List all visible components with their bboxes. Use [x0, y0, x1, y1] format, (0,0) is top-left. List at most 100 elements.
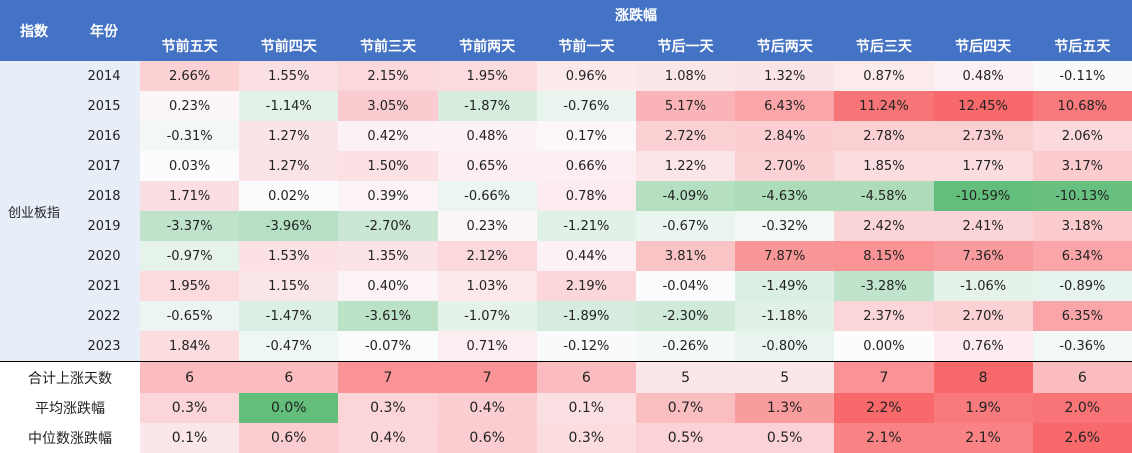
value-cell: 1.27% — [239, 121, 339, 151]
value-cell: 3.18% — [1032, 211, 1132, 241]
value-cell: 7.36% — [933, 241, 1033, 271]
summary-cell: 0.3% — [338, 393, 438, 423]
table-row: 2019 -3.37% -3.96% -2.70% 0.23% -1.21% -0.67% -… — [0, 211, 1132, 241]
period-header: 节前两天 — [437, 30, 537, 61]
value-cell: 1.32% — [735, 61, 835, 91]
value-cell: -0.04% — [635, 271, 736, 301]
value-cell: 0.71% — [437, 331, 537, 362]
summary-label: 平均涨跌幅 — [0, 393, 140, 423]
table-body: 创业板指 2014 2.66% 1.55% 2.15% 1.95% 0.96% 1.08% 1.… — [0, 61, 1132, 453]
period-header: 节前四天 — [239, 30, 339, 61]
value-cell: 0.23% — [140, 91, 240, 121]
value-cell: 0.39% — [338, 181, 438, 211]
value-cell: -0.80% — [735, 331, 835, 362]
year-cell: 2018 — [68, 181, 140, 211]
value-cell: -0.76% — [536, 91, 636, 121]
year-cell: 2021 — [68, 271, 140, 301]
value-cell: -0.31% — [140, 121, 240, 151]
summary-label: 合计上涨天数 — [0, 361, 140, 393]
summary-cell: 0.1% — [140, 423, 240, 453]
value-cell: -0.47% — [239, 331, 339, 362]
summary-cell: 0.3% — [140, 393, 240, 423]
value-cell: 11.24% — [834, 91, 934, 121]
value-cell: 2.84% — [735, 121, 835, 151]
summary-cell: 7 — [437, 361, 537, 393]
value-cell: 1.55% — [239, 61, 339, 91]
value-cell: -1.47% — [239, 301, 339, 331]
table-row: 2015 0.23% -1.14% 3.05% -1.87% -0.76% 5.17% 6.4… — [0, 91, 1132, 121]
period-header: 节后两天 — [735, 30, 835, 61]
value-cell: 0.42% — [338, 121, 438, 151]
summary-cell: 2.1% — [933, 423, 1033, 453]
value-cell: -1.07% — [437, 301, 537, 331]
summary-cell: 7 — [338, 361, 438, 393]
value-cell: -2.30% — [635, 301, 736, 331]
value-cell: 6.35% — [1032, 301, 1132, 331]
summary-cell: 0.6% — [437, 423, 537, 453]
summary-cell: 0.6% — [239, 423, 339, 453]
value-cell: 2.72% — [635, 121, 736, 151]
period-header: 节后五天 — [1032, 30, 1132, 61]
value-cell: -4.09% — [635, 181, 736, 211]
change-group-header: 涨跌幅 — [140, 0, 1132, 30]
summary-cell: 6 — [140, 361, 240, 393]
period-header: 节前一天 — [536, 30, 636, 61]
summary-cell: 8 — [933, 361, 1033, 393]
value-cell: 0.23% — [437, 211, 537, 241]
value-cell: 1.22% — [635, 151, 736, 181]
value-cell: 1.95% — [140, 271, 240, 301]
value-cell: 1.84% — [140, 331, 240, 362]
table-row: 2017 0.03% 1.27% 1.50% 0.65% 0.66% 1.22% 2.70% 1… — [0, 151, 1132, 181]
value-cell: -0.89% — [1032, 271, 1132, 301]
value-cell: 3.05% — [338, 91, 438, 121]
year-cell: 2019 — [68, 211, 140, 241]
value-cell: 0.87% — [834, 61, 934, 91]
value-cell: 6.43% — [735, 91, 835, 121]
summary-cell: 0.7% — [635, 393, 736, 423]
summary-cell: 0.5% — [735, 423, 835, 453]
summary-cell: 2.0% — [1032, 393, 1132, 423]
value-cell: 1.85% — [834, 151, 934, 181]
value-cell: -1.14% — [239, 91, 339, 121]
summary-label: 中位数涨跌幅 — [0, 423, 140, 453]
value-cell: 7.87% — [735, 241, 835, 271]
value-cell: -0.07% — [338, 331, 438, 362]
value-cell: 6.34% — [1032, 241, 1132, 271]
period-header: 节后四天 — [933, 30, 1033, 61]
value-cell: 2.42% — [834, 211, 934, 241]
value-cell: 0.48% — [933, 61, 1033, 91]
value-cell: 0.65% — [437, 151, 537, 181]
value-cell: -10.59% — [933, 181, 1033, 211]
summary-cell: 2.2% — [834, 393, 934, 423]
value-cell: 0.96% — [536, 61, 636, 91]
year-cell: 2017 — [68, 151, 140, 181]
value-cell: 0.76% — [933, 331, 1033, 362]
year-column-header: 年份 — [68, 0, 140, 61]
value-cell: 10.68% — [1032, 91, 1132, 121]
summary-cell: 0.0% — [239, 393, 339, 423]
value-cell: -1.49% — [735, 271, 835, 301]
value-cell: 2.41% — [933, 211, 1033, 241]
value-cell: 1.95% — [437, 61, 537, 91]
year-cell: 2020 — [68, 241, 140, 271]
value-cell: 0.40% — [338, 271, 438, 301]
value-cell: -4.63% — [735, 181, 835, 211]
value-cell: 3.17% — [1032, 151, 1132, 181]
value-cell: -0.26% — [635, 331, 736, 362]
summary-cell: 0.3% — [536, 423, 636, 453]
value-cell: 2.12% — [437, 241, 537, 271]
value-cell: -1.87% — [437, 91, 537, 121]
value-cell: -0.67% — [635, 211, 736, 241]
value-cell: 2.78% — [834, 121, 934, 151]
value-cell: -3.61% — [338, 301, 438, 331]
value-cell: 2.15% — [338, 61, 438, 91]
table-row: 2016 -0.31% 1.27% 0.42% 0.48% 0.17% 2.72% 2.84%… — [0, 121, 1132, 151]
value-cell: -0.65% — [140, 301, 240, 331]
value-cell: 2.37% — [834, 301, 934, 331]
value-cell: -4.58% — [834, 181, 934, 211]
value-cell: 1.77% — [933, 151, 1033, 181]
value-cell: 2.06% — [1032, 121, 1132, 151]
value-cell: 2.19% — [536, 271, 636, 301]
summary-cell: 6 — [1032, 361, 1132, 393]
